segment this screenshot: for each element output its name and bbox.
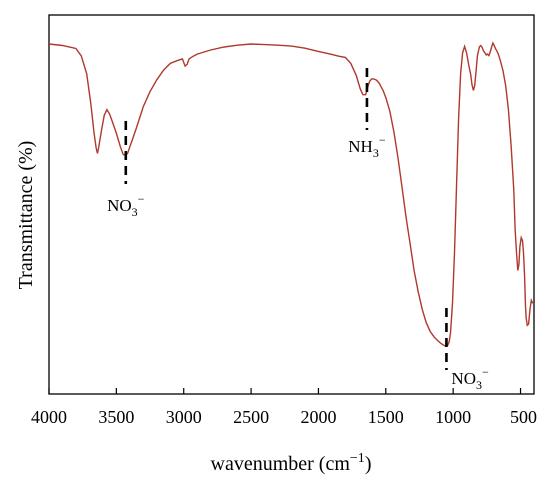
x-tick-label: 4000 [31,407,67,427]
x-tick-label: 2500 [233,407,269,427]
spectrum-line [48,41,534,347]
peak-label: NH3− [348,133,386,160]
peak-label: NO3− [451,365,489,392]
peak-annotations: NO3− NH3− NO3− [107,68,489,392]
x-axis-label: wavenumber (cm−1) [211,451,372,475]
x-tick-label: 1500 [368,407,404,427]
x-tick-label: 3500 [98,407,134,427]
y-axis-label: Transmittance (%) [15,141,37,290]
plot-frame [48,14,535,395]
peak-label: NO3− [107,192,145,219]
x-axis: 4000 3500 3000 2500 2000 1500 1000 500 [31,388,537,427]
x-tick-label: 2000 [300,407,336,427]
x-tick-label: 3000 [166,407,202,427]
x-tick-label: 500 [510,407,537,427]
x-tick-label: 1000 [435,407,471,427]
